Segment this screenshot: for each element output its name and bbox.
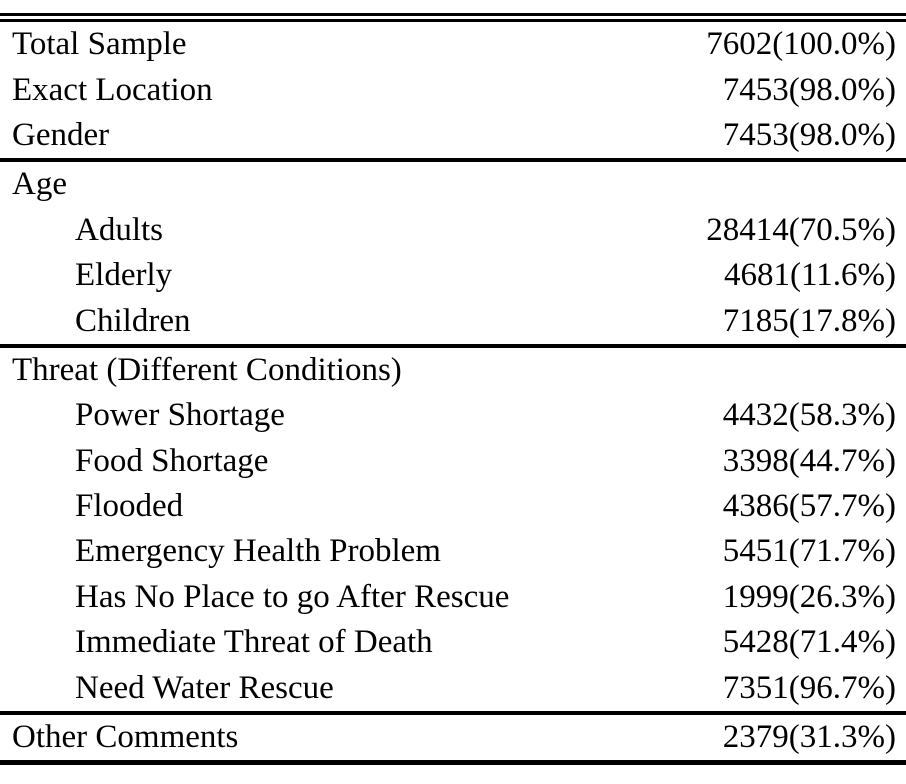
table-top-double-rule: [0, 13, 906, 22]
row-value: 7453(98.0%): [722, 71, 896, 108]
table-row: Flooded 4386(57.7%): [0, 484, 906, 529]
row-label: Other Comments: [12, 719, 239, 756]
row-label: Food Shortage: [75, 442, 269, 479]
table-row: Children 7185(17.8%): [0, 298, 906, 343]
row-value: 28414(70.5%): [706, 211, 896, 248]
table-row: Immediate Threat of Death 5428(71.4%): [0, 620, 906, 665]
row-value: 4386(57.7%): [722, 488, 896, 525]
row-label: Gender: [12, 116, 110, 153]
table-section-rule: [0, 710, 906, 715]
row-label: Power Shortage: [75, 397, 285, 434]
table-row: Adults 28414(70.5%): [0, 208, 906, 253]
row-value: 4681(11.6%): [724, 257, 896, 294]
row-label: Need Water Rescue: [75, 669, 334, 706]
row-value: 2379(31.3%): [722, 719, 896, 756]
table-row: Elderly 4681(11.6%): [0, 253, 906, 298]
table-section: Threat (Different Conditions) Power Short…: [0, 348, 906, 711]
table-row: Exact Location 7453(98.0%): [0, 67, 906, 112]
row-value: 1999(26.3%): [722, 578, 896, 615]
row-label: Immediate Threat of Death: [75, 624, 433, 661]
table-section-rule: [0, 158, 906, 163]
row-label: Age: [12, 166, 67, 203]
row-label: Has No Place to go After Rescue: [75, 578, 510, 615]
table-row: Total Sample 7602(100.0%): [0, 22, 906, 67]
table-section: Age Adults 28414(70.5%) Elderly 4681(11.6%) C…: [0, 162, 906, 344]
row-label: Emergency Health Problem: [75, 533, 441, 570]
row-value: 7351(96.7%): [722, 669, 896, 706]
row-label: Total Sample: [12, 26, 187, 63]
table-row: Age: [0, 162, 906, 207]
row-value: 7185(17.8%): [722, 302, 896, 339]
row-value: 7602(100.0%): [706, 26, 896, 63]
table-row: Gender 7453(98.0%): [0, 113, 906, 158]
row-value: 5428(71.4%): [722, 624, 896, 661]
row-label: Exact Location: [12, 71, 213, 108]
row-label: Adults: [75, 211, 164, 248]
table-row: Has No Place to go After Rescue 1999(26.3…: [0, 575, 906, 620]
table-row: Food Shortage 3398(44.7%): [0, 439, 906, 484]
row-label: Flooded: [75, 488, 184, 525]
row-label: Children: [75, 302, 191, 339]
row-label: Elderly: [75, 257, 173, 294]
table-section: Total Sample 7602(100.0%) Exact Location 74…: [0, 22, 906, 158]
table-row: Other Comments 2379(31.3%): [0, 715, 906, 760]
table-row: Emergency Health Problem 5451(71.7%): [0, 529, 906, 574]
table-row: Threat (Different Conditions): [0, 348, 906, 393]
row-value: 3398(44.7%): [722, 442, 896, 479]
table-bottom-rule: [0, 760, 906, 766]
table-section: Other Comments 2379(31.3%): [0, 715, 906, 760]
row-value: 4432(58.3%): [722, 397, 896, 434]
table-section-rule: [0, 343, 906, 348]
table-body: Total Sample 7602(100.0%) Exact Location 74…: [0, 22, 906, 760]
table-row: Need Water Rescue 7351(96.7%): [0, 665, 906, 710]
row-label: Threat (Different Conditions): [12, 351, 402, 388]
row-value: 5451(71.7%): [722, 533, 896, 570]
table-row: Power Shortage 4432(58.3%): [0, 393, 906, 438]
row-value: 7453(98.0%): [722, 116, 896, 153]
